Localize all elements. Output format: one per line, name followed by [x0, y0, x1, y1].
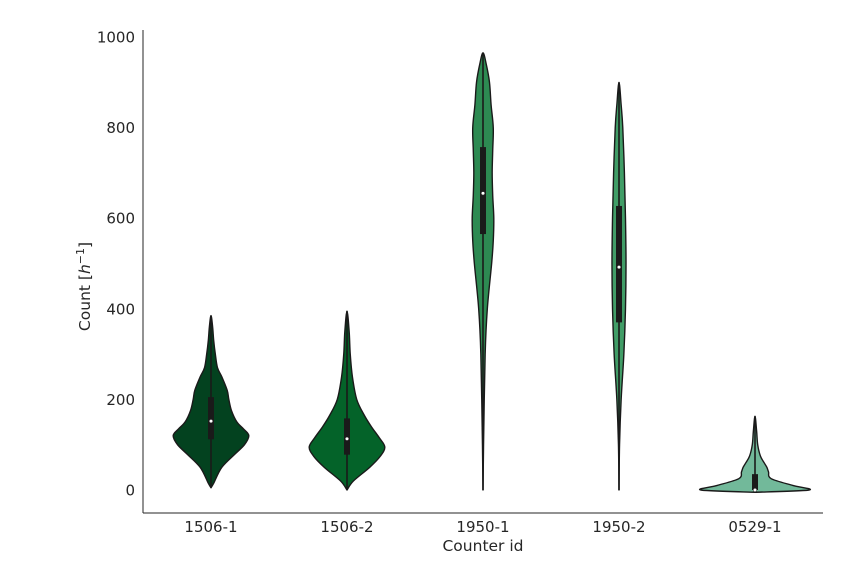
y-tick-label: 600: [106, 210, 135, 228]
axes-layer: [142, 30, 823, 514]
y-tick-label: 1000: [97, 29, 135, 47]
x-tick-label: 1506-1: [184, 518, 237, 536]
iqr-box-1506-1: [208, 397, 214, 440]
y-axis-label: Count [h−1]: [74, 242, 94, 331]
x-tick-labels: 1506-1 1506-2 1950-1 1950-2 0529-1: [184, 518, 781, 536]
iqr-box-1506-2: [344, 418, 350, 455]
y-axis-label-sup: −1: [74, 248, 87, 264]
median-point-0529-1: [752, 487, 758, 493]
median-point-1950-1: [480, 191, 486, 196]
iqr-box-1950-1: [480, 147, 486, 235]
x-tick-label: 1506-2: [320, 518, 373, 536]
median-point-1506-2: [344, 436, 350, 441]
x-tick-label: 0529-1: [728, 518, 781, 536]
y-tick-label: 400: [106, 300, 135, 318]
median-point-1950-2: [616, 265, 622, 270]
median-point-1506-1: [208, 419, 214, 424]
iqr-box-0529-1: [752, 474, 758, 490]
y-tick-label: 800: [106, 119, 135, 137]
x-tick-label: 1950-1: [456, 518, 509, 536]
x-axis-label: Counter id: [442, 537, 523, 555]
y-tick-label: 200: [106, 391, 135, 409]
y-tick-labels: 0 200 400 600 800 1000: [97, 29, 135, 500]
y-tick-label: 0: [125, 482, 135, 500]
y-axis-label-end: ]: [76, 242, 94, 248]
x-tick-label: 1950-2: [592, 518, 645, 536]
y-axis-label-main: Count [: [76, 274, 94, 331]
iqr-box-1950-2: [616, 205, 622, 323]
violin-layer: [172, 52, 812, 493]
y-axis-label-math: h: [76, 264, 94, 274]
